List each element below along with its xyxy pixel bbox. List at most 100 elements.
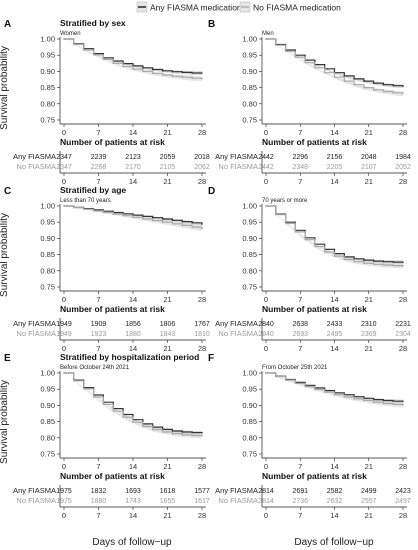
- data-point: [161, 218, 164, 220]
- data-point: [353, 398, 355, 400]
- risk-value: 2239: [91, 154, 107, 161]
- y-tick-label: 1.00: [242, 35, 257, 44]
- panel-a: A Stratified by sex Women 0.75 0.80 0.85 0.90 0…: [4, 18, 210, 186]
- data-point: [181, 434, 183, 436]
- y-tick-label: 0.85: [242, 83, 257, 92]
- y-tick-label: 0.90: [40, 401, 55, 410]
- data-point: [161, 431, 164, 433]
- y-tick-label: 0.90: [242, 401, 257, 410]
- data-point: [382, 90, 385, 93]
- y-tick-label: 0.80: [40, 433, 55, 442]
- data-point: [392, 400, 394, 402]
- data-point: [382, 83, 385, 86]
- x-tick-label: 21: [365, 128, 373, 137]
- data-point: [92, 210, 95, 212]
- risk-row-label: No FIASMA: [218, 496, 258, 505]
- data-point: [392, 92, 394, 94]
- risk-value: 2557: [361, 498, 377, 505]
- confidence-band: [64, 206, 202, 227]
- confidence-band: [266, 39, 403, 97]
- data-point: [191, 72, 193, 74]
- data-point: [372, 401, 375, 403]
- data-point: [181, 431, 183, 433]
- risk-value: 2059: [160, 154, 176, 161]
- data-point: [363, 262, 365, 265]
- data-point: [402, 400, 404, 403]
- data-point: [275, 44, 277, 46]
- data-point: [382, 402, 385, 405]
- risk-value: 2062: [194, 164, 210, 171]
- data-point: [304, 61, 306, 64]
- data-point: [324, 71, 326, 74]
- risk-value: 1880: [91, 498, 107, 505]
- data-point: [171, 223, 174, 225]
- panel-letter: A: [4, 19, 11, 30]
- y-axis-title: Survival probability: [0, 380, 10, 464]
- x-tick-label: 7: [96, 128, 100, 137]
- data-point: [294, 231, 297, 233]
- x-tick-label: 28: [198, 295, 206, 304]
- risk-row-label: Any FIASMA: [215, 152, 258, 161]
- data-point: [122, 65, 124, 68]
- x-tick-label: 14: [330, 462, 338, 471]
- risk-row-label: Any FIASMA: [13, 486, 56, 495]
- risk-value: 2632: [327, 498, 343, 505]
- risk-table-title: Number of patients at risk: [60, 304, 165, 314]
- x-tick-label: 28: [198, 344, 206, 353]
- survival-curve: [266, 38, 404, 87]
- y-tick-label: 0.75: [242, 116, 257, 125]
- x-tick-label: 21: [163, 344, 171, 353]
- y-tick-label: 1.00: [242, 202, 257, 211]
- risk-value: 2840: [258, 321, 274, 328]
- x-tick-label: 0: [62, 177, 66, 186]
- y-tick-label: 0.80: [40, 266, 55, 275]
- data-point: [333, 76, 336, 78]
- confidence-band: [64, 373, 202, 435]
- x-tick-label: 28: [198, 462, 206, 471]
- data-point: [73, 380, 75, 382]
- risk-value: 2840: [258, 331, 274, 338]
- data-point: [392, 264, 394, 267]
- data-point: [353, 83, 355, 86]
- panel-e: E Stratified by hospitalization period Bef…: [4, 352, 210, 520]
- y-tick-label: 0.75: [242, 450, 257, 459]
- data-point: [343, 258, 345, 261]
- risk-table-title: Number of patients at risk: [60, 471, 165, 481]
- data-point: [201, 432, 203, 434]
- risk-value: 1832: [91, 488, 107, 495]
- data-point: [122, 215, 124, 217]
- risk-value: 1856: [125, 321, 141, 328]
- data-point: [73, 43, 75, 46]
- x-tick-label: 21: [163, 128, 171, 137]
- data-point: [324, 251, 326, 253]
- legend-item: Any FIASMA medication: [136, 1, 242, 13]
- data-point: [382, 261, 385, 263]
- panel-letter: F: [208, 353, 214, 364]
- x-tick-label: 0: [264, 462, 268, 471]
- data-point: [181, 224, 183, 227]
- data-point: [122, 416, 124, 418]
- risk-value: 1975: [56, 488, 72, 495]
- y-tick-label: 1.00: [242, 369, 257, 378]
- data-point: [372, 89, 375, 91]
- x-tick-label: 21: [365, 177, 373, 186]
- data-point: [265, 38, 267, 40]
- risk-value: 2423: [395, 488, 411, 495]
- data-point: [112, 213, 114, 215]
- y-axis-title: Survival probability: [0, 213, 10, 297]
- x-tick-label: 0: [62, 128, 66, 137]
- risk-value: 2347: [56, 154, 72, 161]
- risk-value: 2814: [258, 498, 274, 505]
- x-tick-label: 21: [365, 462, 373, 471]
- data-point: [152, 219, 154, 222]
- data-point: [402, 404, 404, 406]
- y-tick-label: 0.85: [242, 417, 257, 426]
- data-point: [353, 78, 355, 80]
- x-tick-label: 14: [129, 128, 137, 137]
- x-tick-label: 7: [298, 128, 302, 137]
- panel-b: B Men 0.75 0.80 0.85 0.90 0.95 1.00 0 7 14 21 28 Numb…: [208, 19, 411, 186]
- data-point: [132, 216, 134, 219]
- y-tick-label: 0.85: [40, 83, 55, 92]
- data-point: [112, 62, 114, 64]
- panel-letter: E: [4, 353, 11, 364]
